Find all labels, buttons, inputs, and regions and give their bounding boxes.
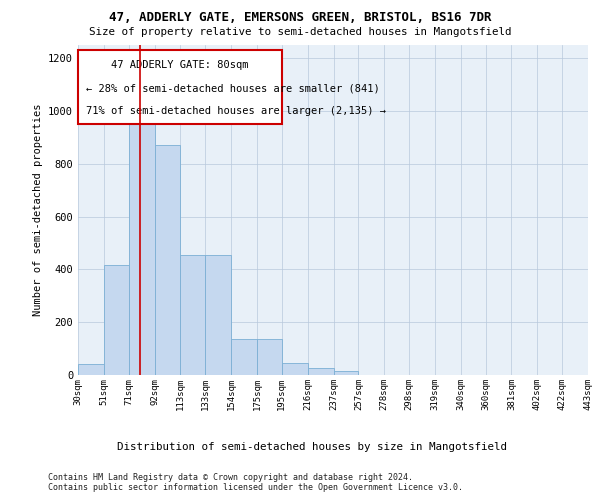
Bar [128, 111, 155, 375]
Bar [334, 371, 358, 375]
FancyBboxPatch shape [78, 50, 282, 124]
Text: Distribution of semi-detached houses by size in Mangotsfield: Distribution of semi-detached houses by … [117, 442, 507, 452]
Bar [231, 340, 257, 375]
Bar [181, 255, 205, 375]
Bar [205, 255, 231, 375]
Text: Size of property relative to semi-detached houses in Mangotsfield: Size of property relative to semi-detach… [89, 27, 511, 37]
Bar [282, 363, 308, 375]
Text: 71% of semi-detached houses are larger (2,135) →: 71% of semi-detached houses are larger (… [86, 106, 386, 116]
Text: 47 ADDERLY GATE: 80sqm: 47 ADDERLY GATE: 80sqm [111, 60, 248, 70]
Bar [104, 266, 128, 375]
Bar [257, 340, 282, 375]
Y-axis label: Number of semi-detached properties: Number of semi-detached properties [32, 104, 43, 316]
Text: 47, ADDERLY GATE, EMERSONS GREEN, BRISTOL, BS16 7DR: 47, ADDERLY GATE, EMERSONS GREEN, BRISTO… [109, 11, 491, 24]
Bar [155, 146, 181, 375]
Bar [78, 364, 104, 375]
Text: ← 28% of semi-detached houses are smaller (841): ← 28% of semi-detached houses are smalle… [86, 84, 380, 94]
Bar [308, 368, 334, 375]
Text: Contains HM Land Registry data © Crown copyright and database right 2024.
Contai: Contains HM Land Registry data © Crown c… [48, 472, 463, 492]
